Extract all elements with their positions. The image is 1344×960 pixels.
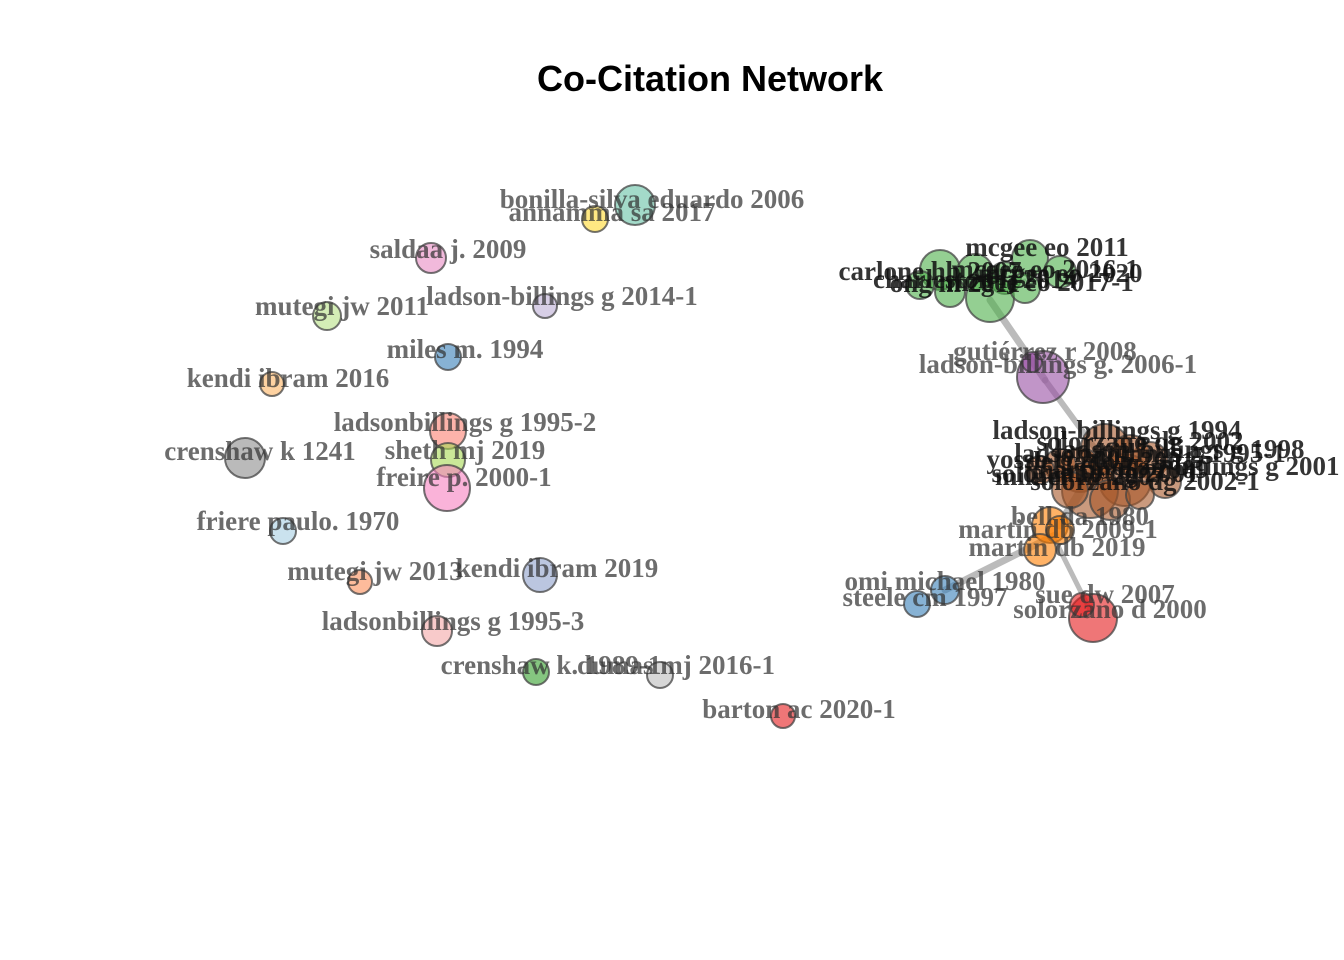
label-solorzano-dg-2002-1: solorzano dg 2002-1 — [1030, 466, 1260, 496]
cluster-3-node-8 — [1109, 434, 1151, 476]
label-ladson-billings-g-1998: ladson-billings g 1998 — [1055, 434, 1304, 464]
label-ladson-billings-g-2001: ladson-billings g 2001 — [1090, 451, 1339, 481]
node-layer — [224, 184, 1182, 729]
label-ladson-billings-g-1994: ladson-billings g 1994 — [992, 415, 1241, 445]
cluster-6-node-2 — [1069, 592, 1095, 618]
cluster-1-node-9 — [905, 270, 935, 300]
label-crenshaw-k-1989-1: crenshaw k. 1989-1 — [441, 650, 662, 680]
label-kendi-ibram-2016: kendi ibram 2016 — [187, 363, 390, 393]
label-milner-hr-2007: milner hr 2007 — [995, 461, 1165, 491]
label-ladson-billings-g-2006-1: ladson-billings g. 2006-1 — [919, 349, 1197, 379]
cluster-3-node-11 — [1025, 455, 1055, 485]
node-ladson-billings-g-2014-1 — [532, 293, 558, 319]
label-saldaa-j-2009: saldaa j. 2009 — [370, 234, 527, 264]
node-ladsonbillings-g-1995-3 — [421, 615, 453, 647]
node-dumas-mj-2016-1 — [646, 661, 674, 689]
cluster-5-node-2 — [903, 590, 931, 618]
cluster-3-node-12 — [1125, 480, 1155, 510]
label-kendi-ibram-2019: kendi ibram 2019 — [456, 553, 659, 583]
cluster-5-node-1 — [930, 575, 960, 605]
label-crenshaw-k-1241: crenshaw k 1241 — [164, 436, 356, 466]
label-charleston-lj-2014: charleston lj 2014 — [873, 264, 1077, 294]
label-friere-paulo-1970: friere paulo. 1970 — [197, 506, 400, 536]
cluster-1-node-5 — [1043, 255, 1077, 289]
label-mcgee-eo-2011: mcgee eo 2011 — [965, 232, 1128, 262]
label-bonilla-silva-eduardo-2006: bonilla-silva eduardo 2006 — [500, 184, 805, 214]
label-yosso-tj-2005: yosso tj 2005 — [987, 444, 1134, 474]
label-mcgee-eo-2016-1: mcgee eo 2016-1 — [951, 254, 1138, 284]
label-carlone-hb-2007: carlone hb 2007 — [838, 256, 1021, 286]
label-omi-michael-1980: omi michael 1980 — [845, 566, 1046, 596]
cluster-3-node-10 — [1051, 471, 1089, 509]
node-kendi-ibram-2019 — [522, 557, 558, 593]
node-saldaa-j-2009 — [415, 242, 447, 274]
cluster-3-node-5 — [1148, 465, 1182, 499]
node-mutegi-jw-2013 — [347, 569, 373, 595]
label-martin-db-2009-1: martin db 2009-1 — [958, 514, 1158, 544]
label-ladson-billings-g-1995-1: ladson-billings g 1995-1 — [1014, 438, 1286, 468]
node-kendi-ibram-2016 — [259, 371, 285, 397]
label-mcgee-eo-2020: mcgee eo 2020 — [978, 258, 1143, 288]
chart-title: Co-Citation Network — [537, 58, 883, 99]
label-ladson-billings-g-2014-1: ladson-billings g 2014-1 — [426, 281, 698, 311]
label-freire-p-2000-1: freire p. 2000-1 — [376, 462, 551, 492]
label-guti-rrez-r-2008: gutiérrez r 2008 — [953, 336, 1136, 366]
cluster-4-node-3 — [1023, 533, 1057, 567]
cluster-4-node-2 — [1045, 515, 1075, 545]
node-crenshaw-k-1241 — [224, 437, 266, 479]
label-mutegi-jw-2013: mutegi jw 2013 — [287, 556, 462, 586]
label-sue-dw-2007: sue dw 2007 — [1035, 579, 1175, 609]
label-solorzano-d-2000: solorzano d 2000 — [1013, 594, 1207, 624]
label-mcgee-eo-2017-1: mcgee eo 2017-1 — [946, 267, 1133, 297]
label-ong-m-2011: ong m 2011 — [890, 268, 1021, 298]
cluster-1-node-8 — [1009, 272, 1041, 304]
node-annamma-sa-2017 — [581, 205, 609, 233]
label-barton-ac-2020-1: barton ac 2020-1 — [702, 694, 895, 724]
label-martin-db-2009: martin db 2009 — [1031, 454, 1208, 484]
label-solorzano-dg-2001: solorzano dg 2001 — [991, 458, 1198, 488]
label-solorzano-dg-2002: solorzano dg 2002 — [1036, 426, 1243, 456]
label-sheth-mj-2019: sheth mj 2019 — [385, 435, 546, 465]
label-delgado-r-2001: delgado r 2001 — [1025, 446, 1194, 476]
label-dumas-mj-2016-1: dumas mj 2016-1 — [577, 650, 775, 680]
label-ladsonbillings-g-1995-3: ladsonbillings g 1995-3 — [322, 606, 585, 636]
node-friere-paulo-1970 — [269, 517, 297, 545]
node-crenshaw-k-1989-1 — [522, 658, 550, 686]
node-mutegi-jw-2011 — [312, 301, 342, 331]
label-miles-m-1994: miles m. 1994 — [387, 334, 544, 364]
node-barton-ac-2020-1 — [770, 703, 796, 729]
label-ladsonbillings-g-1995-2: ladsonbillings g 1995-2 — [334, 407, 597, 437]
node-freire-p-2000-1 — [423, 464, 471, 512]
node-bonilla-silva-eduardo-2006 — [614, 184, 656, 226]
cluster-1-node-6 — [934, 276, 966, 308]
label-martin-db-2019: martin db 2019 — [968, 532, 1145, 562]
label-bell-da-1980: bell da 1980 — [1011, 501, 1149, 531]
node-miles-m-1994 — [434, 343, 462, 371]
label-mutegi-jw-2011: mutegi jw 2011 — [255, 291, 429, 321]
cluster-2-node-2 — [1021, 351, 1043, 373]
label-annamma-sa-2017: annamma sa 2017 — [508, 197, 715, 227]
label-steele-cm-1997: steele cm 1997 — [843, 582, 1008, 612]
